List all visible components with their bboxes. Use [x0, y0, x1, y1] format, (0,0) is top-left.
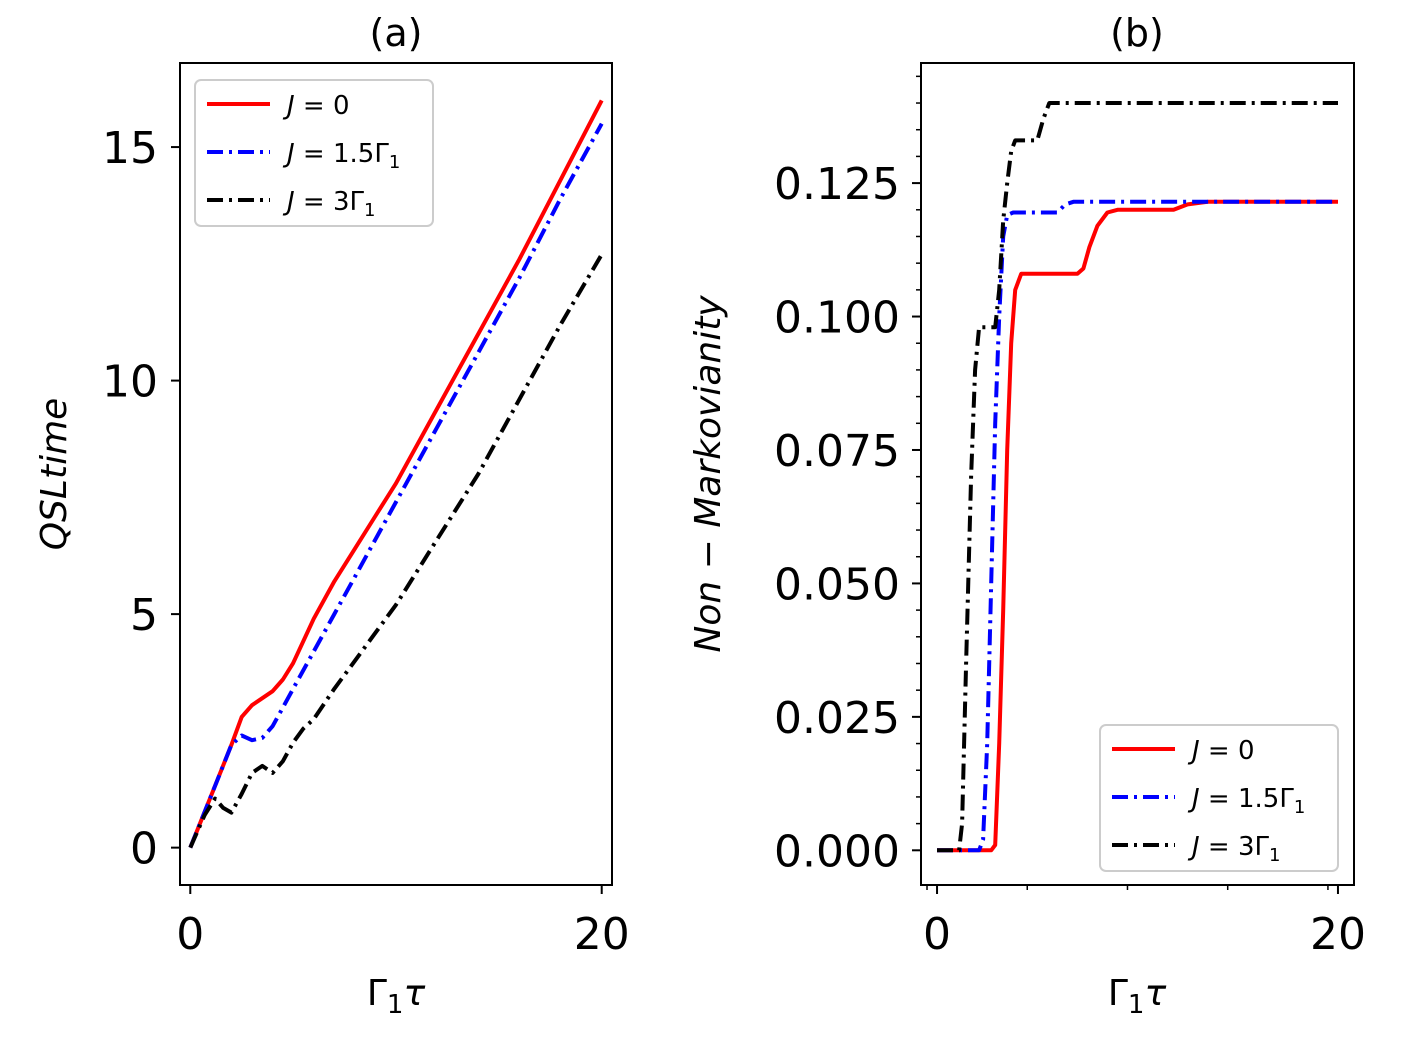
x-tick-label: 20: [1310, 909, 1366, 960]
legend-label-1: J = 0: [1187, 736, 1255, 766]
legend-label-3: J = 3Γ1: [1187, 832, 1280, 866]
series-line-3: [937, 101, 1338, 853]
panel-b-ylabel: Non − Markovianity: [688, 295, 729, 653]
x-tick-label: 20: [574, 909, 630, 960]
y-tick-label: 5: [130, 590, 158, 641]
panel-b-series: [937, 101, 1338, 853]
series-line-2: [188, 122, 604, 849]
y-tick-label: 0.025: [774, 693, 900, 744]
series-line-1: [937, 199, 1338, 853]
panel-a: 0 20 0 5 10 15 (a) Γ1τ QSLtime J = 0 J = 1.5Γ1…: [34, 11, 630, 1020]
legend-label-2: J = 1.5Γ1: [1187, 784, 1305, 818]
panel-a-title: (a): [370, 11, 423, 55]
y-tick-label: 0.000: [774, 826, 900, 877]
panel-b: 0 20 0.000 0.025 0.050 0.075 0.100 0.125 (b) Γ1…: [688, 11, 1366, 1020]
y-tick-label: 0.050: [774, 559, 900, 610]
legend-label-3: J = 3Γ1: [282, 187, 375, 221]
x-tick-label: 0: [923, 909, 951, 960]
panel-a-frame: [179, 62, 613, 886]
series-line-2: [937, 199, 1338, 853]
x-tick-label: 0: [176, 909, 204, 960]
panel-b-frame: [920, 62, 1355, 886]
panel-a-ylabel: QSLtime: [34, 398, 75, 551]
y-tick-label: 10: [102, 357, 158, 408]
y-tick-label: 0.075: [774, 426, 900, 477]
panel-a-xlabel: Γ1τ: [367, 973, 426, 1020]
panel-b-xlabel: Γ1τ: [1108, 973, 1167, 1020]
legend-label-2: J = 1.5Γ1: [282, 139, 400, 173]
panel-a-legend: J = 0 J = 1.5Γ1 J = 3Γ1: [194, 79, 434, 227]
legend-box: [1099, 724, 1339, 872]
y-tick-label: 15: [102, 123, 158, 174]
panel-b-ticks: 0 20 0.000 0.025 0.050 0.075 0.100 0.125: [774, 75, 1366, 960]
series-line-3: [188, 253, 604, 849]
panel-a-ticks: 0 20 0 5 10 15: [102, 123, 630, 960]
y-tick-label: 0.125: [774, 159, 900, 210]
legend-box: [194, 79, 434, 227]
panel-b-title: (b): [1110, 11, 1164, 55]
y-tick-label: 0: [130, 824, 158, 875]
legend-label-1: J = 0: [282, 91, 350, 121]
panel-b-legend: J = 0 J = 1.5Γ1 J = 3Γ1: [1099, 724, 1339, 872]
series-line-1: [188, 99, 604, 849]
panel-a-series: [188, 99, 604, 849]
y-tick-label: 0.100: [774, 293, 900, 344]
